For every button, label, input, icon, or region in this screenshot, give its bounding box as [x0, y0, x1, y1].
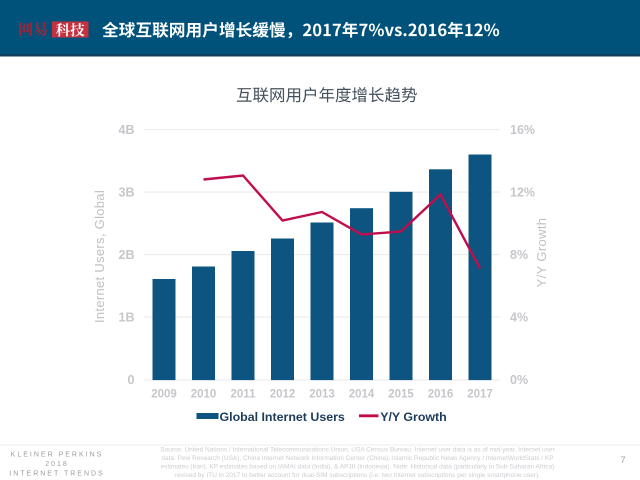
svg-text:16%: 16%: [510, 123, 535, 137]
svg-text:revised by ITU in 2017 to bett: revised by ITU in 2017 to better account…: [175, 472, 540, 479]
svg-text:Global Internet Users: Global Internet Users: [220, 410, 345, 424]
svg-text:2B: 2B: [119, 248, 135, 262]
svg-text:0%: 0%: [510, 373, 528, 387]
svg-text:Internet Users, Global: Internet Users, Global: [92, 190, 107, 323]
svg-text:data: Pew Research (USA), Chin: data: Pew Research (USA), China Internet…: [161, 455, 553, 462]
svg-text:INTERNET TRENDS: INTERNET TRENDS: [9, 471, 104, 478]
svg-text:1B: 1B: [119, 310, 135, 324]
svg-text:2017: 2017: [467, 389, 493, 401]
svg-text:Y/Y Growth: Y/Y Growth: [534, 218, 549, 288]
svg-text:2016: 2016: [428, 389, 454, 401]
svg-text:8%: 8%: [510, 248, 528, 262]
svg-text:3B: 3B: [119, 185, 135, 199]
svg-text:estimates (Iran). KP estimates: estimates (Iran). KP estimates based on …: [161, 464, 555, 471]
svg-text:2009: 2009: [151, 389, 177, 401]
svg-text:2013: 2013: [309, 389, 335, 401]
svg-text:2018: 2018: [45, 461, 69, 468]
svg-text:12%: 12%: [510, 185, 535, 199]
svg-text:2014: 2014: [349, 389, 375, 401]
svg-text:2012: 2012: [270, 389, 296, 401]
svg-text:Y/Y Growth: Y/Y Growth: [380, 410, 447, 424]
svg-text:4%: 4%: [510, 310, 528, 324]
svg-text:KLEINER PERKINS: KLEINER PERKINS: [11, 452, 104, 459]
svg-text:2011: 2011: [231, 389, 257, 401]
svg-text:0: 0: [128, 373, 135, 387]
svg-text:4B: 4B: [119, 123, 135, 137]
svg-text:Source: United Nations / Inter: Source: United Nations / International T…: [160, 447, 555, 454]
svg-text:2015: 2015: [388, 389, 414, 401]
svg-text:7: 7: [620, 455, 625, 466]
svg-text:2010: 2010: [191, 389, 217, 401]
